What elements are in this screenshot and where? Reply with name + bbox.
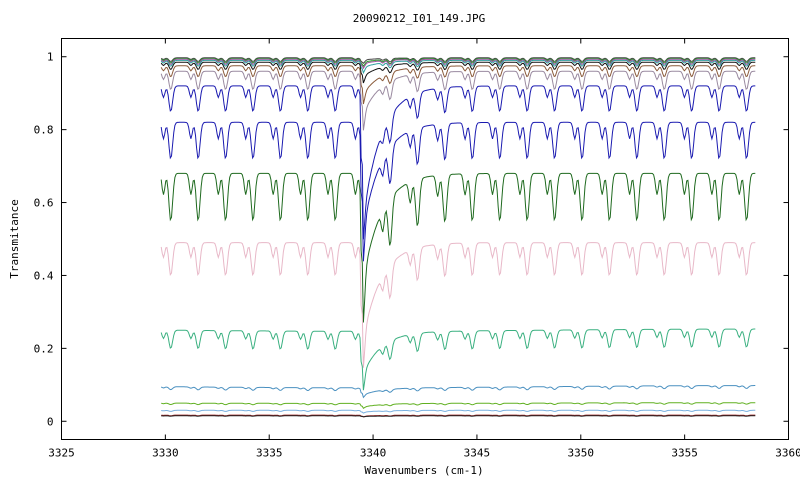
x-tick-label: 3355 xyxy=(671,447,698,460)
series-line-7 xyxy=(160,70,756,131)
series-line-16 xyxy=(161,414,756,418)
series-line-5 xyxy=(160,61,756,84)
y-tick-label: 0.8 xyxy=(34,124,54,137)
series-line-9 xyxy=(160,121,756,262)
series-line-2 xyxy=(160,58,756,67)
series-line-12 xyxy=(160,328,756,391)
series-layer xyxy=(160,57,756,418)
x-tick-label: 3350 xyxy=(568,447,595,460)
y-tick-label: 0.2 xyxy=(34,342,54,355)
y-tick-label: 1 xyxy=(47,51,54,64)
series-line-14 xyxy=(161,402,756,409)
x-tick-label: 3335 xyxy=(256,447,283,460)
series-line-6 xyxy=(160,65,756,105)
x-axis: 3325 3330 3335 3340 3345 3350 3355 3360 xyxy=(48,38,800,460)
series-line-15 xyxy=(161,409,756,414)
series-line-1 xyxy=(160,57,756,65)
y-tick-label: 0.6 xyxy=(34,197,54,210)
x-axis-label: Wavenumbers (cm-1) xyxy=(364,464,483,477)
y-axis: 0 0.2 0.4 0.6 0.8 1 xyxy=(34,51,789,428)
series-line-13 xyxy=(160,385,756,399)
plot-frame xyxy=(61,38,789,440)
series-line-8 xyxy=(160,85,756,240)
y-axis-label: Transmitance xyxy=(8,199,21,278)
x-tick-label: 3345 xyxy=(464,447,491,460)
chart-title: 20090212_I01_149.JPG xyxy=(353,12,485,25)
series-line-4 xyxy=(160,59,756,75)
x-tick-label: 3340 xyxy=(360,447,387,460)
series-line-11 xyxy=(160,242,756,368)
y-tick-label: 0 xyxy=(47,415,54,428)
x-tick-label: 3325 xyxy=(48,447,75,460)
series-line-3 xyxy=(160,58,756,70)
series-line-17 xyxy=(161,415,756,418)
x-tick-label: 3330 xyxy=(152,447,179,460)
x-tick-label: 3360 xyxy=(775,447,800,460)
series-line-10 xyxy=(160,172,756,323)
y-tick-label: 0.4 xyxy=(34,269,54,282)
